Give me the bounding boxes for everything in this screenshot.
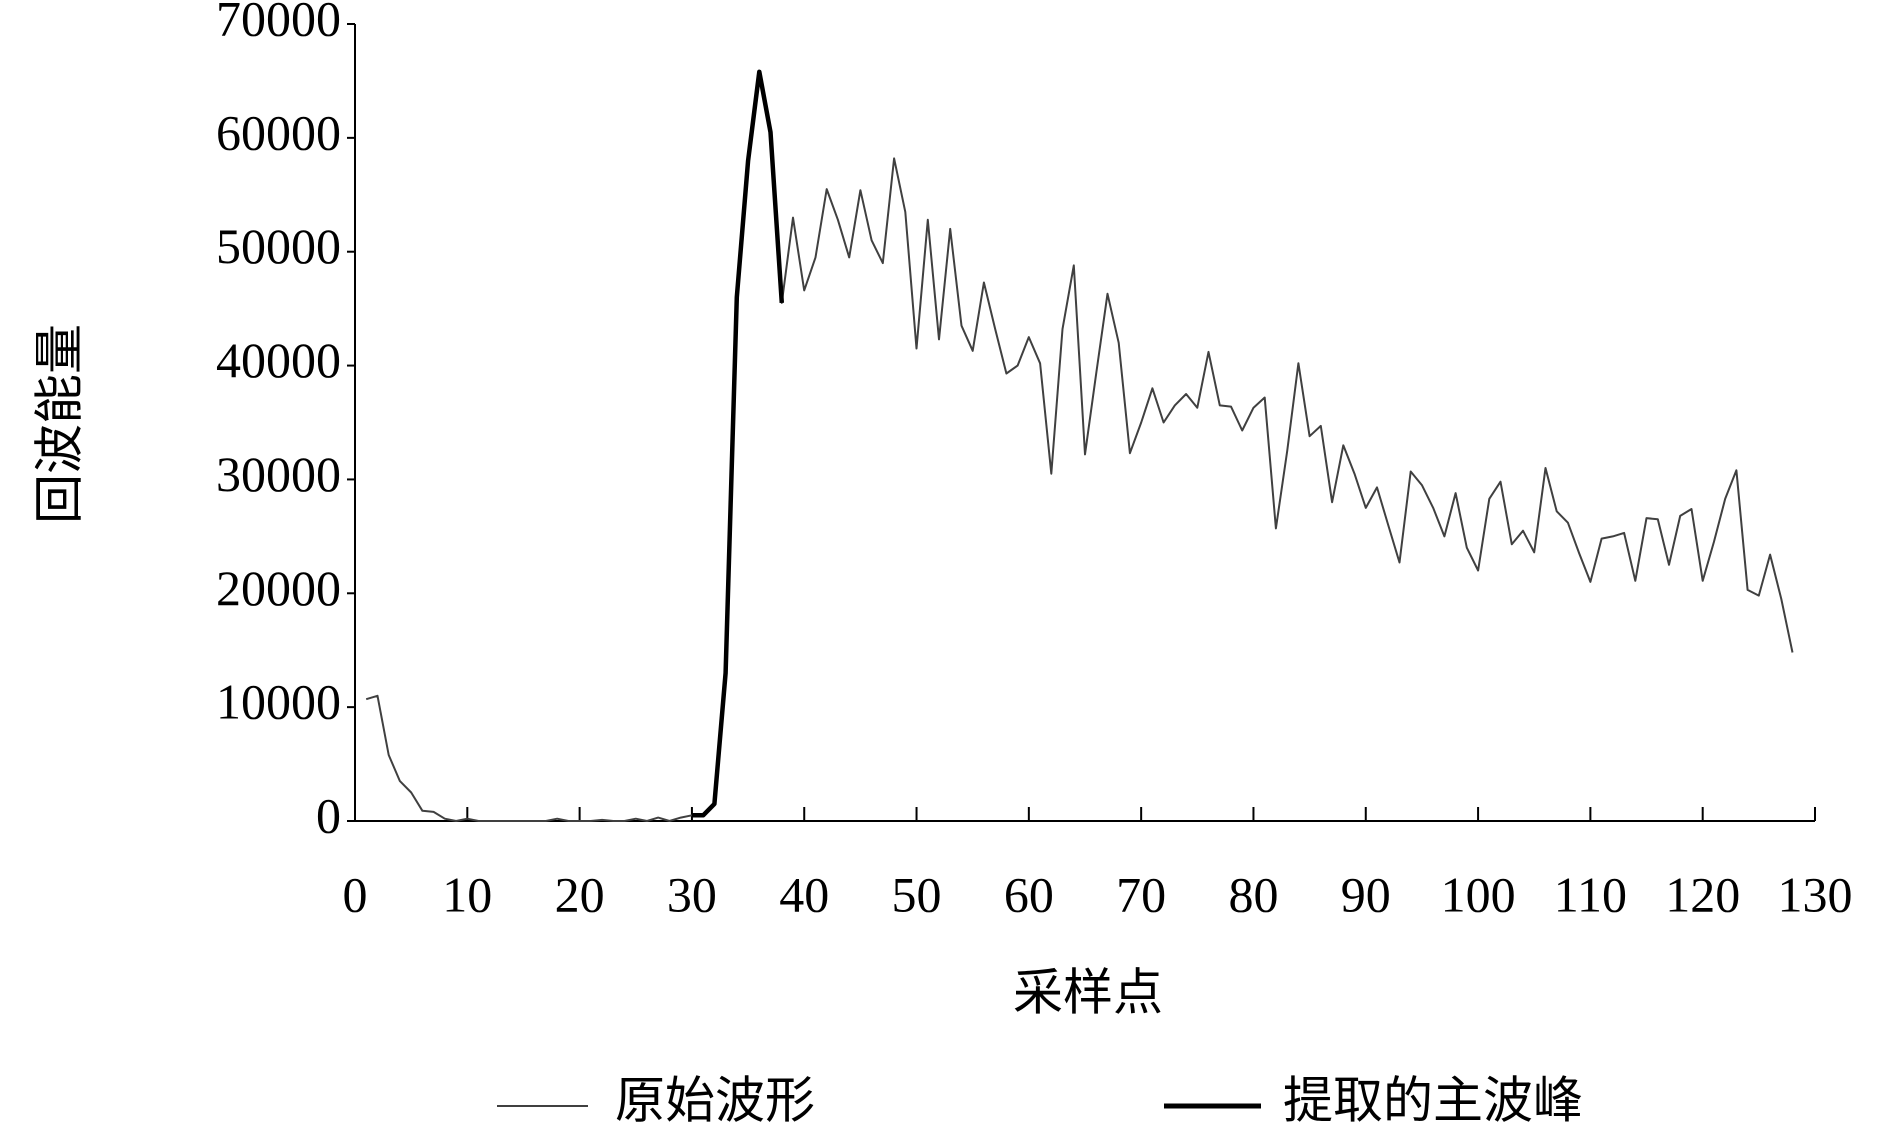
y-tick-label: 40000 [216, 332, 341, 388]
x-tick-label: 60 [1004, 866, 1054, 922]
x-tick-label: 30 [667, 866, 717, 922]
x-tick-label: 40 [779, 866, 829, 922]
legend-label: 提取的主波峰 [1283, 1072, 1583, 1128]
x-tick-label: 80 [1228, 866, 1278, 922]
y-axis-title: 回波能量 [31, 324, 87, 524]
y-tick-label: 10000 [216, 674, 341, 730]
x-tick-label: 0 [343, 866, 368, 922]
x-tick-label: 70 [1116, 866, 1166, 922]
y-tick-label: 50000 [216, 218, 341, 274]
x-tick-label: 20 [555, 866, 605, 922]
series-line [691, 69, 785, 818]
x-tick-label: 100 [1441, 866, 1516, 922]
x-tick-label: 50 [892, 866, 942, 922]
y-tick-label: 30000 [216, 446, 341, 502]
legend-label: 原始波形 [615, 1072, 815, 1128]
x-tick-label: 130 [1778, 866, 1853, 922]
x-tick-label: 10 [442, 866, 492, 922]
series-line [365, 70, 1794, 822]
y-tick-label: 20000 [216, 560, 341, 616]
y-tick-label: 60000 [216, 104, 341, 160]
y-tick-label: 0 [316, 787, 341, 843]
x-axis-title: 采样点 [1013, 964, 1163, 1020]
y-tick-label: 70000 [216, 0, 341, 46]
x-tick-label: 90 [1341, 866, 1391, 922]
x-tick-label: 110 [1554, 866, 1627, 922]
x-tick-label: 120 [1665, 866, 1740, 922]
